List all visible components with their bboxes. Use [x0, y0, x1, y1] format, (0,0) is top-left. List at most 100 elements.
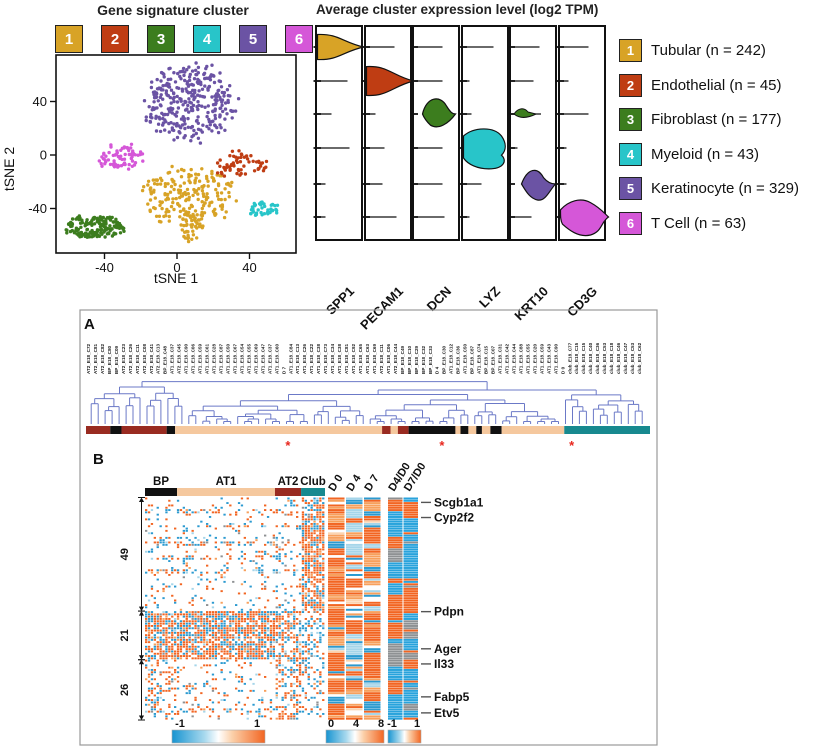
- tsne-x-axis-title: tSNE 1: [154, 270, 199, 286]
- svg-text:AT1_E18_C69: AT1_E18_C69: [372, 344, 377, 374]
- svg-text:club_E18_C53: club_E18_C53: [602, 342, 607, 374]
- violin-gene-label-cd3g: CD3G: [564, 284, 600, 320]
- tsne-cluster-endothelial: [215, 149, 269, 178]
- legend-label-keratinocyte: Keratinocyte (n = 329): [651, 179, 800, 197]
- violin-blob-dcn: [421, 98, 457, 128]
- day-column-label: D 7: [362, 473, 381, 494]
- svg-text:club_E18_C46: club_E18_C46: [616, 342, 621, 374]
- svg-text:AT1_E18_C90: AT1_E18_C90: [553, 344, 558, 374]
- svg-text:AT1_E18_C54: AT1_E18_C54: [239, 344, 244, 374]
- svg-text:AT1_E18_C73: AT1_E18_C73: [323, 344, 328, 374]
- tsne-x-tick-label: 0: [173, 260, 180, 275]
- svg-text:AT1_E18_C06: AT1_E18_C06: [191, 344, 196, 374]
- row-group-arrowhead: [138, 659, 145, 665]
- violin-gene-label-lyz: LYZ: [476, 283, 503, 310]
- legend-item-endothelial: 2 Endothelial (n = 45): [619, 73, 782, 97]
- svg-text:BP_E18_C80: BP_E18_C80: [107, 345, 112, 374]
- row-group-arrowhead: [138, 606, 145, 612]
- row-group-arrowhead: [138, 497, 145, 502]
- svg-text:club_E18_C18: club_E18_C18: [609, 342, 614, 374]
- cluster-box-4: 4: [193, 25, 221, 53]
- heatmap-col-group-bar: [301, 488, 325, 496]
- ratio-scale: [387, 729, 422, 744]
- svg-text:club_E18_C36: club_E18_C36: [595, 342, 600, 374]
- tsne-y-tick-label: 40: [33, 94, 47, 109]
- svg-text:AT2_E18_C44: AT2_E18_C44: [393, 344, 398, 374]
- heatmap-col-group-bar: [177, 488, 275, 496]
- violin-gene-label-pecam1: PECAM1: [357, 284, 406, 333]
- row-group-arrowhead: [138, 715, 145, 720]
- gene-label-fabp5: Fabp5: [434, 690, 470, 704]
- cluster-box-6: 6: [285, 25, 313, 53]
- legend-item-tubular: 1 Tubular (n = 242): [619, 38, 766, 62]
- svg-text:BP_E18_C30: BP_E18_C30: [442, 345, 447, 374]
- row-group-count-label: 21: [119, 629, 131, 641]
- svg-text:AT1_E18_C31: AT1_E18_C31: [498, 344, 503, 374]
- svg-text:club_E18_C77: club_E18_C77: [567, 342, 572, 374]
- svg-text:AT1_E18_C28: AT1_E18_C28: [212, 344, 217, 374]
- violin-panel-box-spp1: [315, 25, 363, 241]
- tsne-y-axis-title: tSNE 2: [1, 147, 17, 192]
- main-heatmap: [145, 497, 325, 720]
- tsne-cluster-t-cell: [97, 142, 145, 171]
- svg-text:BP_E18_C36: BP_E18_C36: [456, 345, 461, 374]
- svg-text:BP_E18_C09: BP_E18_C09: [114, 345, 119, 374]
- heatmap-col-group-label-at2: AT2: [278, 476, 299, 488]
- svg-text:AT1_E18_C84: AT1_E18_C84: [288, 344, 293, 374]
- violin-panel-box-dcn: [412, 25, 460, 241]
- main-scale: [171, 729, 266, 744]
- cluster-box-2: 2: [101, 25, 129, 53]
- svg-text:AT1_E18_C92: AT1_E18_C92: [351, 344, 356, 374]
- svg-text:AT1_E18_C20: AT1_E18_C20: [532, 344, 537, 374]
- legend-swatch-6: 6: [619, 211, 642, 235]
- svg-text:AT1_E18_C69: AT1_E18_C69: [253, 344, 258, 374]
- day-scale: [325, 729, 385, 744]
- heatmap-col-group-label-club: Club: [300, 476, 326, 488]
- svg-text:BP_E18_C33: BP_E18_C33: [428, 345, 433, 374]
- svg-text:AT1_E18_C12: AT1_E18_C12: [449, 344, 454, 374]
- tsne-title: Gene signature cluster: [97, 2, 249, 18]
- svg-text:BP_E18_C15: BP_E18_C15: [484, 345, 489, 374]
- svg-text:AT1_E18_C61: AT1_E18_C61: [205, 344, 210, 374]
- violin-panel-box-krt10: [509, 25, 557, 241]
- legend-swatch-4: 4: [619, 142, 642, 166]
- svg-text:AT1_E18_C81: AT1_E18_C81: [344, 344, 349, 374]
- ratio-scale-tick-label: 1: [414, 718, 420, 730]
- svg-text:AT1_E18_C63: AT1_E18_C63: [365, 344, 370, 374]
- svg-text:AT1_E18_C50: AT1_E18_C50: [463, 344, 468, 374]
- svg-text:club_E18_C53: club_E18_C53: [630, 342, 635, 374]
- legend-label-fibroblast: Fibroblast (n = 177): [651, 110, 782, 128]
- main-scale-tick-label: 1: [254, 718, 260, 730]
- legend-swatch-1: 1: [619, 38, 642, 62]
- svg-text:club_E18_C15: club_E18_C15: [574, 342, 579, 374]
- sample-labels: AT2_E18_C72 AT2_E18_C81 AT2_E18_C82 BP_E18_…: [86, 342, 642, 374]
- svg-text:BP_E18_C07: BP_E18_C07: [491, 345, 496, 374]
- tsne-cluster-keratinocyte: [142, 61, 241, 145]
- dendrogram: [90, 381, 643, 424]
- legend-label-tubular: Tubular (n = 242): [651, 41, 766, 59]
- svg-text:D 4: D 4: [435, 366, 440, 374]
- svg-text:AT1_E18_C42: AT1_E18_C42: [504, 344, 509, 374]
- row-group-count-label: 26: [119, 684, 131, 696]
- svg-text:AT2_E18_C23: AT2_E18_C23: [121, 344, 126, 374]
- violin-blob-krt10: [520, 169, 557, 201]
- tsne-x-tick-label: -40: [95, 260, 114, 275]
- gene-label-cyp2f2: Cyp2f2: [434, 511, 474, 525]
- svg-text:AT1_E18_C13: AT1_E18_C13: [295, 344, 300, 374]
- row-group-arrowhead: [138, 655, 145, 660]
- ratio-scale-tick-label: -1: [387, 718, 397, 730]
- svg-text:BP_E18_C48: BP_E18_C48: [163, 345, 168, 374]
- day-column-label: D 4: [344, 472, 364, 494]
- legend-swatch-2: 2: [619, 73, 642, 97]
- violin-minor-blob: [513, 108, 538, 118]
- violin-title: Average cluster expression level (log2 T…: [316, 2, 599, 17]
- legend-item-keratinocyte: 5 Keratinocyte (n = 329): [619, 176, 800, 200]
- legend-label-myeloid: Myeloid (n = 43): [651, 145, 759, 163]
- svg-text:AT2_E18_C13: AT2_E18_C13: [156, 344, 161, 374]
- legend-label-tcell: T Cell (n = 63): [651, 214, 747, 232]
- gene-label-pdpn: Pdpn: [434, 605, 464, 619]
- svg-text:club_E18_C62: club_E18_C62: [637, 342, 642, 374]
- svg-text:AT2_E18_C41: AT2_E18_C41: [149, 344, 154, 374]
